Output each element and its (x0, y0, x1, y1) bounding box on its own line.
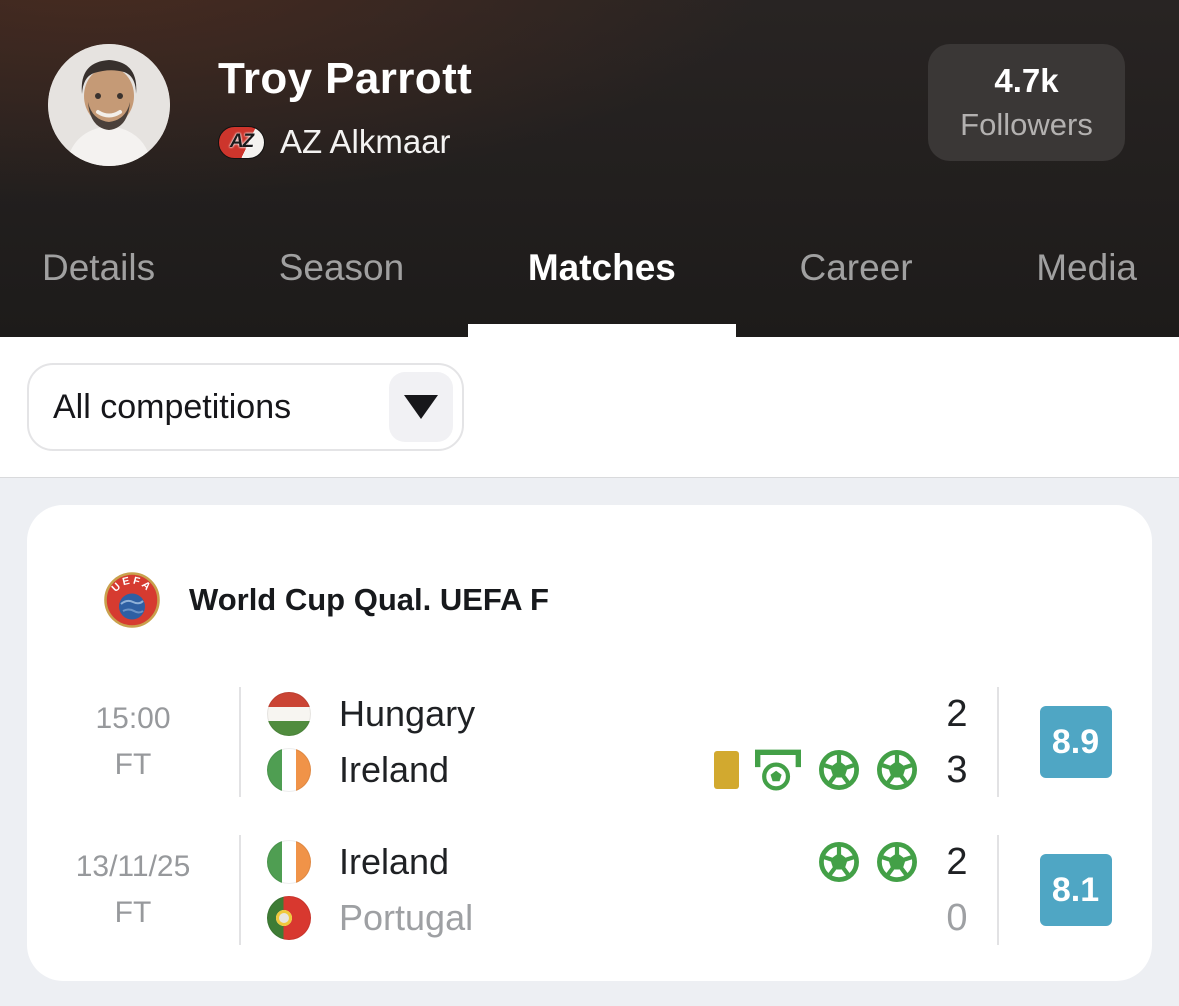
dropdown-caret-box[interactable] (389, 372, 453, 442)
portugal-flag-icon (267, 896, 311, 940)
player-avatar (48, 44, 170, 166)
match-time: 15:00 (95, 702, 171, 735)
team-name: Ireland (339, 749, 450, 790)
team-name: AZ Alkmaar (280, 123, 451, 160)
assist-icon (753, 747, 803, 793)
divider (997, 687, 999, 797)
team-line-ireland: Ireland (267, 745, 975, 795)
tab-media[interactable]: Media (1036, 247, 1137, 288)
filter-strip: All competitions (0, 337, 1179, 478)
competition-filter-dropdown[interactable]: All competitions (27, 363, 464, 451)
uefa-logo: UEFA (104, 572, 160, 628)
followers-badge[interactable]: 4.7k Followers (928, 44, 1125, 161)
team-name: Ireland (339, 841, 450, 882)
matches-content: UEFA World Cup Qual. UEFA F 15:00 FT (0, 478, 1179, 1006)
match-list: 15:00 FT Hungary 2 Ireland (27, 687, 1152, 945)
team-name: Hungary (339, 693, 476, 734)
tab-career[interactable]: Career (799, 247, 913, 288)
team-row: AZ AZ Alkmaar (218, 123, 472, 161)
match-time-status: 15:00 FT (27, 687, 239, 797)
profile-header: Troy Parrott AZ AZ Alkmaar 4.7k Follower… (0, 0, 1179, 337)
player-rating-badge: 8.9 (1039, 706, 1112, 778)
team-score: 0 (946, 896, 968, 939)
match-status: FT (114, 896, 152, 929)
ireland-flag-icon (267, 840, 311, 884)
team-score: 3 (946, 748, 968, 791)
matches-card: UEFA World Cup Qual. UEFA F 15:00 FT (27, 505, 1152, 981)
ireland-flag-icon (267, 748, 311, 792)
goal-icon (875, 840, 919, 884)
followers-count: 4.7k (994, 62, 1059, 99)
team-line-hungary: Hungary 2 (267, 689, 975, 739)
player-photo-placeholder (48, 44, 170, 166)
hungary-flag-icon (267, 692, 311, 736)
tab-details[interactable]: Details (42, 247, 156, 288)
team-line-ireland: Ireland (267, 837, 975, 887)
match-status: FT (114, 748, 152, 781)
tab-bar: Details Season Matches Career Media (0, 232, 1179, 337)
yellow-card-icon (714, 751, 739, 789)
tab-season[interactable]: Season (278, 247, 405, 288)
competition-name: World Cup Qual. UEFA F (189, 582, 549, 617)
rating-column: 8.1 (999, 835, 1152, 945)
teams-block: Hungary 2 Ireland (241, 687, 997, 797)
match-row-ireland-portugal[interactable]: 13/11/25 FT Ireland (27, 835, 1152, 945)
match-row-hungary-ireland[interactable]: 15:00 FT Hungary 2 Ireland (27, 687, 1152, 797)
goal-icon (875, 748, 919, 792)
divider (239, 835, 241, 945)
competition-filter-value: All competitions (53, 387, 292, 426)
player-name: Troy Parrott (218, 54, 473, 103)
match-date: 13/11/25 (75, 850, 191, 883)
team-line-portugal: Portugal 0 (267, 893, 975, 943)
goal-icon (817, 840, 861, 884)
match-time-status: 13/11/25 FT (27, 835, 239, 945)
team-score: 2 (946, 840, 968, 883)
team-score: 2 (946, 692, 968, 735)
divider (997, 835, 999, 945)
tab-matches[interactable]: Matches (528, 246, 676, 337)
profile-row: Troy Parrott AZ AZ Alkmaar 4.7k Follower… (48, 44, 1125, 166)
player-rating-badge: 8.1 (1039, 854, 1112, 926)
caret-down-icon (404, 395, 438, 419)
rating-column: 8.9 (999, 687, 1152, 797)
team-name: Portugal (339, 897, 474, 938)
player-info: Troy Parrott AZ AZ Alkmaar (218, 44, 472, 161)
competition-header[interactable]: UEFA World Cup Qual. UEFA F (27, 505, 1152, 629)
goal-icon (817, 748, 861, 792)
followers-label: Followers (960, 107, 1093, 142)
event-icons (817, 840, 919, 884)
az-alkmaar-club-logo: AZ (218, 125, 265, 159)
teams-block: Ireland (241, 835, 997, 945)
event-icons (714, 747, 919, 793)
divider (239, 687, 241, 797)
